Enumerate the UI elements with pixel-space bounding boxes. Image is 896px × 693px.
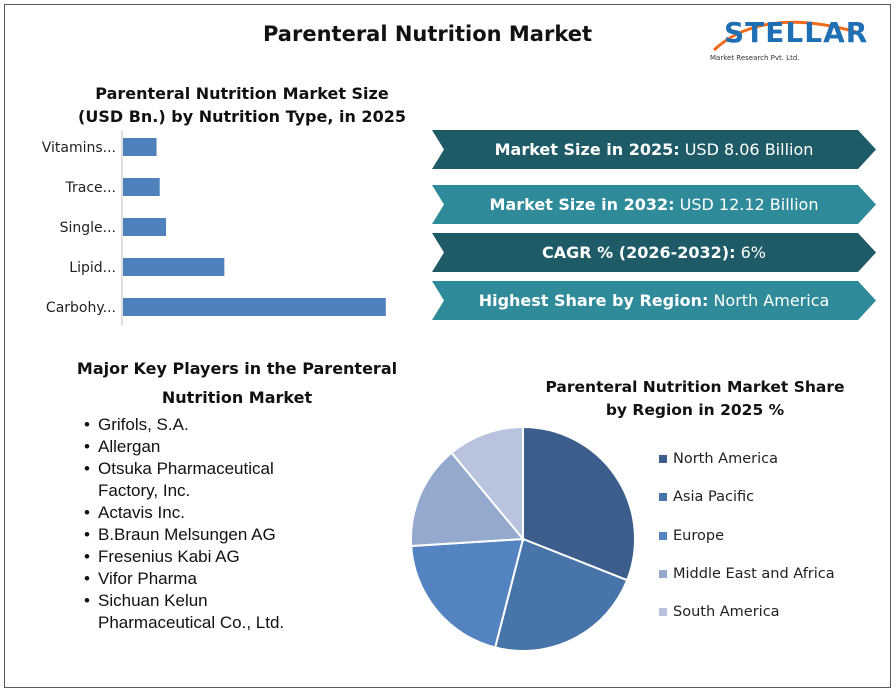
pie-legend: North America Asia Pacific Europe Middle Ea… <box>659 440 835 631</box>
cagr-banner: CAGR % (2026-2032): 6% <box>432 233 876 272</box>
stellar-logo: STELLAR Market Research Pvt. Ltd. <box>706 10 876 70</box>
page-title: Parenteral Nutrition Market <box>262 22 593 46</box>
legend-swatch <box>659 455 667 464</box>
banner-label: Highest Share by Region: <box>478 291 709 310</box>
banner-value: USD 12.12 Billion <box>674 195 819 214</box>
list-item: Actavis Inc. <box>84 502 294 524</box>
market-size-2025-banner: Market Size in 2025: USD 8.06 Billion <box>432 130 876 169</box>
legend-label: Europe <box>673 527 724 544</box>
legend-swatch <box>659 608 667 617</box>
banner-label: Market Size in 2025: <box>494 140 680 159</box>
legend-item: Middle East and Africa <box>659 555 835 593</box>
legend-item: South America <box>659 593 835 631</box>
legend-label: Middle East and Africa <box>673 566 835 583</box>
market-size-2032-banner: Market Size in 2032: USD 12.12 Billion <box>432 185 876 224</box>
banner-value: USD 8.06 Billion <box>679 140 814 159</box>
list-item: Vifor Pharma <box>84 568 294 590</box>
key-players-title: Major Key Players in the Parenteral Nutr… <box>76 359 398 407</box>
banner-value: 6% <box>735 243 766 262</box>
logo-name: STELLAR <box>724 16 869 49</box>
list-item: Grifols, S.A. <box>84 414 294 436</box>
legend-label: South America <box>673 604 780 621</box>
bar-chart-title: Parenteral Nutrition Market Size (USD Bn… <box>78 84 406 126</box>
legend-item: North America <box>659 440 835 478</box>
legend-label: Asia Pacific <box>673 489 755 506</box>
banner-label: CAGR % (2026-2032): <box>542 243 736 262</box>
list-item: Fresenius Kabi AG <box>84 546 294 568</box>
list-item: Allergan <box>84 436 294 458</box>
legend-item: Asia Pacific <box>659 478 835 516</box>
list-item: Sichuan Kelun Pharmaceutical Co., Ltd. <box>84 590 294 634</box>
logo-tagline: Market Research Pvt. Ltd. <box>710 54 800 62</box>
legend-swatch <box>659 531 667 540</box>
banner-label: Market Size in 2032: <box>489 195 675 214</box>
pie-chart-title: Parenteral Nutrition Market Share by Reg… <box>545 378 845 419</box>
highest-share-banner: Highest Share by Region: North America <box>432 281 876 320</box>
key-players-list: Grifols, S.A. Allergan Otsuka Pharmaceut… <box>84 414 294 634</box>
list-item: Otsuka Pharmaceutical Factory, Inc. <box>84 458 294 502</box>
legend-item: Europe <box>659 517 835 555</box>
infographic-frame <box>4 4 891 688</box>
banner-value: North America <box>708 291 830 310</box>
list-item: B.Braun Melsungen AG <box>84 524 294 546</box>
legend-label: North America <box>673 451 778 468</box>
logo-swoosh-icon <box>712 20 857 52</box>
legend-swatch <box>659 570 667 579</box>
legend-swatch <box>659 493 667 502</box>
